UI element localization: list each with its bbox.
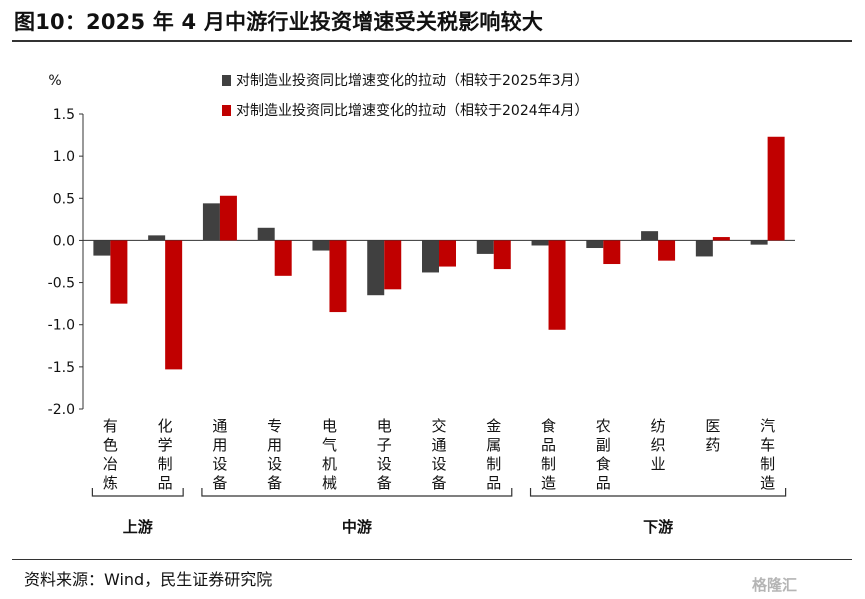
bar-series1-4 <box>312 240 330 251</box>
bar-series1-11 <box>695 240 713 257</box>
bar-series1-1 <box>148 235 166 241</box>
chart-title: 图10：2025 年 4 月中游行业投资增速受关税影响较大 <box>14 10 544 34</box>
bar-series2-12 <box>767 136 785 241</box>
y-tick-label: 0.0 <box>53 233 75 249</box>
bar-series1-8 <box>531 240 549 246</box>
y-tick-label: -1.0 <box>48 318 75 334</box>
category-label-5: 电子设备 <box>377 417 392 492</box>
category-label-0: 有色冶炼 <box>103 417 118 492</box>
watermark-logo: 格隆汇 <box>752 576 798 594</box>
y-axis: % 1.5 1.0 0.5 0.0 -0.5 -1.0 -1.5 -2.0 <box>48 73 795 418</box>
bars <box>93 136 785 370</box>
group-bracket-2 <box>529 488 787 497</box>
y-tick-label: -1.5 <box>48 360 75 376</box>
group-bracket-0 <box>91 488 184 497</box>
category-label-7: 金属制品 <box>486 417 501 492</box>
group-label-0: 上游 <box>123 518 153 536</box>
category-label-3: 专用设备 <box>267 417 282 492</box>
category-label-12: 汽车制造 <box>760 417 775 492</box>
legend-swatch-2 <box>222 105 231 116</box>
y-tick-label: 0.5 <box>53 191 75 207</box>
category-label-10: 纺织业 <box>651 417 666 473</box>
bar-series2-7 <box>493 240 511 270</box>
legend-label-1: 对制造业投资同比增速变化的拉动（相较于2025年3月） <box>236 73 589 89</box>
category-label-11: 医药 <box>705 417 720 454</box>
bar-series2-8 <box>548 240 566 330</box>
bar-series1-12 <box>750 240 768 245</box>
bar-series2-4 <box>329 240 347 313</box>
bar-series1-2 <box>202 203 220 241</box>
y-axis-unit: % <box>48 73 61 89</box>
bar-series2-3 <box>274 240 292 276</box>
bar-series2-1 <box>165 240 183 370</box>
group-brackets: 上游 中游 下游 <box>91 488 787 536</box>
group-label-1: 中游 <box>342 518 372 536</box>
category-label-4: 电气机械 <box>322 417 337 492</box>
footer-divider <box>12 559 852 560</box>
bar-series1-9 <box>586 240 604 249</box>
bar-series1-10 <box>641 231 659 241</box>
group-label-2: 下游 <box>643 518 673 536</box>
bar-series1-7 <box>476 240 494 254</box>
bar-series2-9 <box>603 240 621 265</box>
bar-series2-2 <box>219 195 237 241</box>
bar-series2-11 <box>712 237 730 241</box>
category-label-1: 化学制品 <box>158 417 173 492</box>
y-tick-label: -2.0 <box>48 402 75 418</box>
group-bracket-1 <box>201 488 513 497</box>
category-label-2: 通用设备 <box>212 417 227 492</box>
legend-swatch-1 <box>222 75 231 86</box>
bar-series1-0 <box>93 240 111 256</box>
title-divider <box>12 40 852 42</box>
y-tick-label: -0.5 <box>48 276 75 292</box>
bar-series1-5 <box>367 240 385 296</box>
bar-series1-3 <box>257 227 275 241</box>
category-labels: 有色冶炼 化学制品 通用设备 专用设备 电气机械 电子设备 交通设备 金属制品 食品制造 农副食品… <box>103 417 775 492</box>
category-label-8: 食品制造 <box>541 417 556 492</box>
bar-chart: % 1.5 1.0 0.5 0.0 -0.5 -1.0 -1.5 -2.0 对制造业投资同比增速… <box>48 73 795 536</box>
legend: 对制造业投资同比增速变化的拉动（相较于2025年3月） 对制造业投资同比增速变化的… <box>222 73 589 119</box>
y-tick-label: 1.0 <box>53 149 75 165</box>
bar-series2-6 <box>439 240 456 267</box>
category-label-9: 农副食品 <box>596 417 611 492</box>
bar-series1-6 <box>422 240 439 273</box>
y-tick-label: 1.5 <box>53 107 75 123</box>
source-note: 资料来源：Wind，民生证券研究院 <box>24 570 273 589</box>
legend-label-2: 对制造业投资同比增速变化的拉动（相较于2024年4月） <box>236 103 589 119</box>
bar-series2-10 <box>658 240 676 261</box>
category-label-6: 交通设备 <box>431 417 446 492</box>
bar-series2-0 <box>110 240 128 304</box>
bar-series2-5 <box>384 240 402 290</box>
